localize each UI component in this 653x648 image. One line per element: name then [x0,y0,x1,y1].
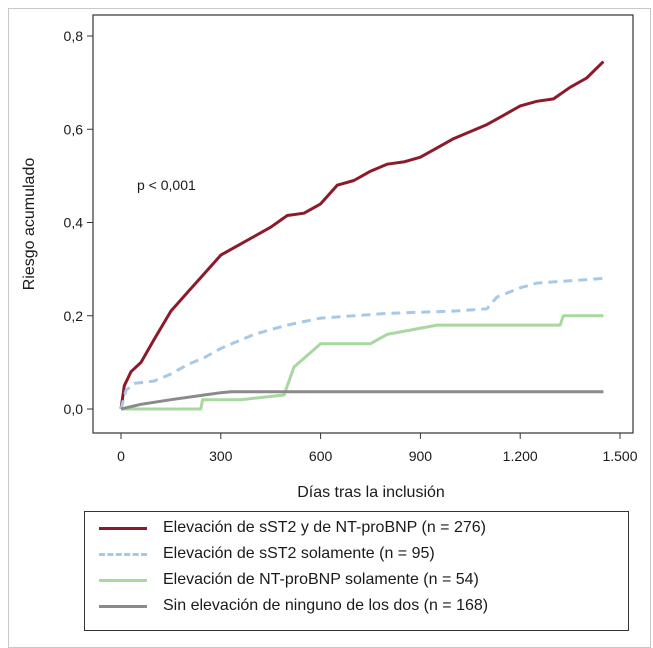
legend-item-sst2: Elevación de sST2 solamente (n = 95) [85,542,435,566]
legend-swatch-none [99,604,147,608]
legend-item-none: Sin elevación de ninguno de los dos (n =… [85,594,488,618]
series-line-ntprobnp [121,314,604,411]
km-chart: 0 300 600 900 1.200 1.500 0,0 0,2 0,4 0,6 0,8 p < … [21,14,638,501]
y-tick-label: 0,8 [64,28,84,44]
legend-swatch-ntprobnp [99,578,147,582]
axes: 0 300 600 900 1.200 1.500 0,0 0,2 0,4 0,6 0,8 [64,14,638,464]
x-tick-label: 1.200 [503,448,538,464]
legend-label-ntprobnp: Elevación de NT-proBNP solamente (n = 54… [163,571,479,588]
legend-label-none: Sin elevación de ninguno de los dos (n =… [163,597,489,614]
x-tick-label: 900 [409,448,433,464]
series-line-none [120,390,604,411]
legend-swatch-sst2 [99,552,147,556]
y-tick-label: 0,4 [64,215,84,231]
series-line-both [119,60,605,410]
x-axis-title: Días tras la inclusión [297,484,445,501]
series-lines [119,60,605,411]
p-value-annotation: p < 0,001 [137,177,196,193]
y-tick-label: 0,6 [64,121,84,137]
x-tick-label: 600 [309,448,333,464]
legend-swatch-both [99,526,147,530]
y-axis-title: Riesgo acumulado [21,158,38,291]
plot-frame [92,14,634,434]
x-tick-label: 300 [209,448,233,464]
legend-item-ntprobnp: Elevación de NT-proBNP solamente (n = 54… [85,568,479,592]
x-tick-label: 0 [117,448,125,464]
y-tick-label: 0,2 [64,308,84,324]
legend-item-both: Elevación de sST2 y de NT-proBNP (n = 27… [85,516,486,540]
legend: Elevación de sST2 y de NT-proBNP (n = 27… [84,511,629,631]
legend-label-sst2: Elevación de sST2 solamente (n = 95) [163,545,435,562]
legend-label-both: Elevación de sST2 y de NT-proBNP (n = 27… [163,519,486,536]
y-tick-label: 0,0 [64,401,84,417]
x-tick-label: 1.500 [602,448,637,464]
series-line-sst2 [119,276,604,410]
